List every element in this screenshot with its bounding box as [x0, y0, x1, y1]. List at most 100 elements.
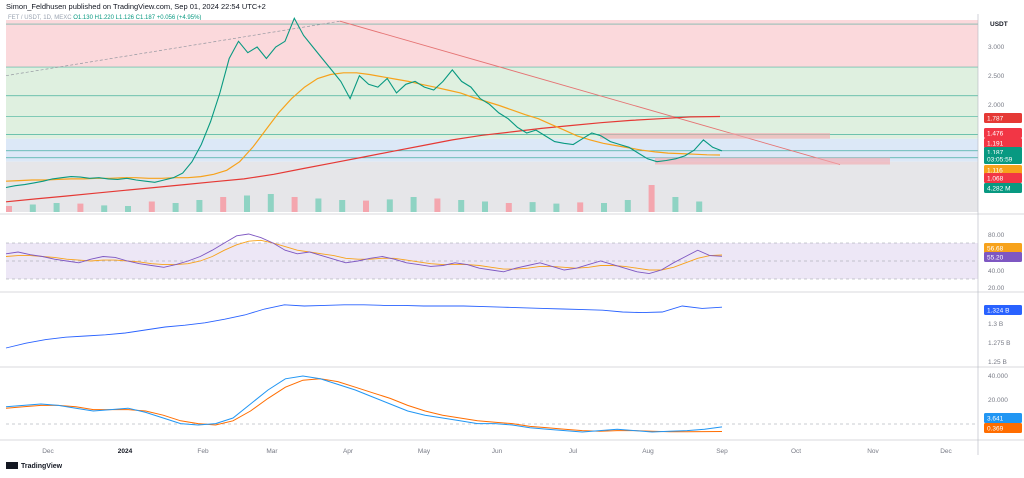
- descending-trendline: [339, 20, 841, 165]
- volume-bar: [529, 202, 536, 212]
- obv-tick: 1.25 B: [988, 359, 1007, 366]
- volume-bar: [315, 198, 322, 212]
- volume-bar: [291, 197, 298, 212]
- obv-tag: 1.324 B: [987, 308, 1009, 315]
- volume-bar: [386, 199, 393, 212]
- obv-tick: 1.3 B: [988, 321, 1003, 328]
- price-line: [5, 17, 723, 189]
- price-tag-bg: [984, 183, 1022, 193]
- macd-tag: 0.369: [987, 426, 1004, 433]
- price-tag-bg: [984, 154, 1022, 164]
- time-tick: Oct: [791, 448, 801, 455]
- macd-tick: 20.000: [988, 397, 1008, 404]
- macd-tag: 3.641: [987, 416, 1004, 423]
- price-tag: 1.116: [987, 168, 1003, 175]
- obv-tag-bg: [984, 305, 1022, 315]
- rsi-line: [5, 233, 723, 275]
- time-tick: Dec: [940, 448, 952, 455]
- price-tag: 1.068: [987, 176, 1004, 183]
- price-tag: 1.187: [987, 150, 1004, 157]
- macd-line: [5, 375, 723, 433]
- legend-change: +0.056 (+4.95%): [156, 15, 202, 21]
- volume-bar: [6, 206, 12, 212]
- volume-bar: [601, 203, 607, 212]
- tradingview-logo: TradingView: [6, 462, 62, 470]
- macd-signal-line: [5, 378, 723, 433]
- price-tag-bg: [984, 128, 1022, 138]
- volume-bar: [696, 201, 703, 212]
- time-tick: Apr: [343, 448, 354, 455]
- rsi-tag-bg: [984, 252, 1022, 262]
- price-tag: 1.476: [987, 131, 1004, 138]
- volume-bar: [244, 195, 250, 212]
- ma-long-line: [5, 115, 721, 203]
- volume-bar: [29, 204, 36, 212]
- tradingview-logo-icon: [6, 462, 18, 469]
- rsi-tag-bg: [984, 243, 1022, 253]
- volume-bar: [458, 200, 465, 212]
- lower-zone: [6, 161, 978, 212]
- price-tick: 3.000: [988, 44, 1005, 51]
- symbol-name: FET / USDT, 1D, MEXC: [8, 15, 72, 21]
- volume-bar: [505, 203, 512, 212]
- time-tick: Dec: [42, 448, 54, 455]
- volume-bar: [148, 201, 155, 212]
- volume-bar: [77, 203, 84, 212]
- volume-bar: [125, 206, 131, 212]
- volume-bar: [672, 197, 679, 212]
- volume-bar: [577, 202, 584, 212]
- symbol-legend: FET / USDT, 1D, MEXC O1.130 H1.220 L1.12…: [8, 15, 202, 21]
- volume-bar: [339, 200, 346, 212]
- volume-bar: [624, 200, 631, 212]
- price-tag: 1.787: [987, 116, 1004, 123]
- dashed-trendline: [5, 20, 341, 77]
- volume-bar: [172, 203, 179, 212]
- volume-bar: [53, 203, 60, 212]
- volume-bar: [434, 198, 441, 212]
- currency-label: USDT: [990, 21, 1008, 28]
- price-tick: 2.000: [988, 102, 1005, 109]
- price-tag-bg: [984, 138, 1022, 148]
- legend-close: 1.187: [140, 15, 156, 21]
- rsi-tick: 20.00: [988, 285, 1005, 292]
- range-box-upper: [600, 133, 830, 139]
- resistance-zone: [6, 20, 978, 68]
- price-tick: 2.500: [988, 73, 1005, 80]
- legend-high: 1.220: [98, 15, 114, 21]
- rsi-tick: 80.00: [988, 232, 1005, 239]
- obv-tick: 1.275 B: [988, 340, 1010, 347]
- demand-zone: [6, 138, 978, 162]
- volume-bar: [410, 197, 417, 212]
- volume-bar: [220, 197, 227, 212]
- price-tag: 4.282 M: [987, 186, 1011, 193]
- time-tick: 2024: [118, 448, 133, 455]
- volume-bar: [196, 200, 203, 212]
- rsi-tag: 56.68: [987, 246, 1004, 253]
- legend-low: 1.126: [118, 15, 134, 21]
- price-tag: 1.191: [987, 141, 1004, 148]
- time-tick: Sep: [716, 448, 728, 455]
- rsi-tick: 40.00: [988, 268, 1005, 275]
- obv-line: [5, 304, 723, 349]
- time-tick: Jun: [492, 448, 503, 455]
- publisher-text: Simon_Feldhusen published on TradingView…: [6, 2, 266, 11]
- volume-bar: [363, 200, 369, 212]
- price-tag-bg: [984, 173, 1022, 183]
- time-tick: Feb: [197, 448, 209, 455]
- time-tick: Aug: [642, 448, 654, 455]
- ma-short-line: [5, 72, 721, 182]
- time-tick: May: [418, 448, 431, 455]
- volume-bar: [101, 205, 108, 212]
- time-tick: Jul: [569, 448, 578, 455]
- range-box-lower: [655, 157, 890, 165]
- volume-bar: [648, 185, 655, 212]
- publisher-header: Simon_Feldhusen published on TradingView…: [0, 0, 1024, 14]
- logo-text: TradingView: [21, 463, 63, 470]
- volume-bar: [553, 203, 560, 212]
- price-tag-bg: [984, 165, 1022, 175]
- legend-open: 1.130: [77, 15, 93, 21]
- volume-bar: [482, 201, 488, 212]
- macd-tick: 40.000: [988, 373, 1008, 380]
- volume-bar: [267, 194, 274, 212]
